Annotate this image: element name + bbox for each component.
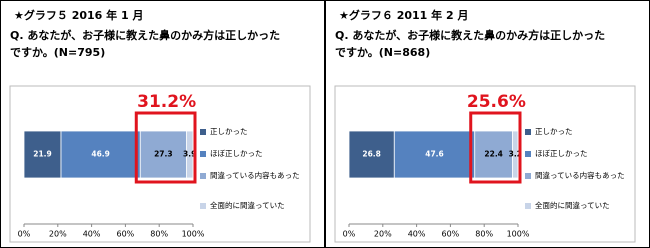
- x-tick-label: 40%: [83, 230, 101, 239]
- bar-segment: [512, 130, 519, 179]
- legend-label: 間違っている内容もあった: [535, 170, 625, 180]
- legend-swatch: [525, 173, 531, 179]
- x-tick-label: 80%: [475, 230, 493, 239]
- legend-label: 全面的に間違っていた: [535, 200, 610, 210]
- legend-label: 正しかった: [535, 127, 573, 136]
- legend-swatch: [200, 151, 206, 157]
- legend-label: 全面的に間違っていた: [210, 200, 285, 210]
- question: Q. あなたが、お子様に教えた鼻のかみ方は正しかった: [10, 28, 280, 42]
- bar-segment: [393, 130, 476, 179]
- x-tick-label: 60%: [442, 230, 460, 239]
- legend-label: 正しかった: [210, 127, 248, 136]
- value-label: 22.4: [484, 150, 503, 159]
- x-tick-label: 40%: [408, 230, 426, 239]
- legend-swatch: [525, 203, 531, 209]
- value-label: 27.3: [154, 150, 173, 159]
- bar-segment: [186, 130, 194, 179]
- value-label: 26.8: [362, 150, 381, 159]
- bar-segment: [60, 130, 141, 179]
- value-label: 3.9: [183, 150, 196, 159]
- panel-title: ★グラフ６ 2011 年 2 月: [339, 8, 468, 22]
- value-label: 3.2: [509, 150, 522, 159]
- question: ですか。(N=795): [10, 46, 105, 59]
- x-tick-label: 20%: [374, 230, 392, 239]
- value-label: 21.9: [33, 150, 52, 159]
- plot-frame: [9, 85, 311, 243]
- bar-segment: [23, 130, 62, 179]
- x-tick-label: 20%: [49, 230, 67, 239]
- x-tick-label: 60%: [117, 230, 135, 239]
- annotation: 25.6%: [467, 92, 526, 112]
- legend-label: ほぼ正しかった: [535, 149, 588, 158]
- legend-swatch: [200, 129, 206, 135]
- x-tick-label: 0%: [18, 230, 31, 239]
- legend-swatch: [525, 151, 531, 157]
- legend-label: 間違っている内容もあった: [210, 170, 300, 180]
- question: ですか。(N=868): [335, 46, 430, 59]
- legend-label: ほぼ正しかった: [210, 149, 263, 158]
- legend-swatch: [525, 129, 531, 135]
- highlight-box: [469, 111, 522, 184]
- panel-title: ★グラフ５ 2016 年 1 月: [14, 8, 143, 22]
- x-tick-label: 100%: [182, 230, 205, 239]
- x-tick-label: 100%: [507, 230, 530, 239]
- bar-segment: [348, 130, 395, 179]
- value-label: 47.6: [425, 150, 444, 159]
- x-tick-label: 80%: [150, 230, 168, 239]
- legend-swatch: [200, 203, 206, 209]
- question: Q. あなたが、お子様に教えた鼻のかみ方は正しかった: [335, 28, 605, 42]
- legend-swatch: [200, 173, 206, 179]
- x-tick-label: 0%: [343, 230, 356, 239]
- value-label: 46.9: [91, 150, 110, 159]
- annotation: 31.2%: [137, 92, 196, 112]
- plot-frame: [334, 85, 636, 243]
- bar-segment: [474, 130, 513, 179]
- highlight-box: [134, 111, 197, 184]
